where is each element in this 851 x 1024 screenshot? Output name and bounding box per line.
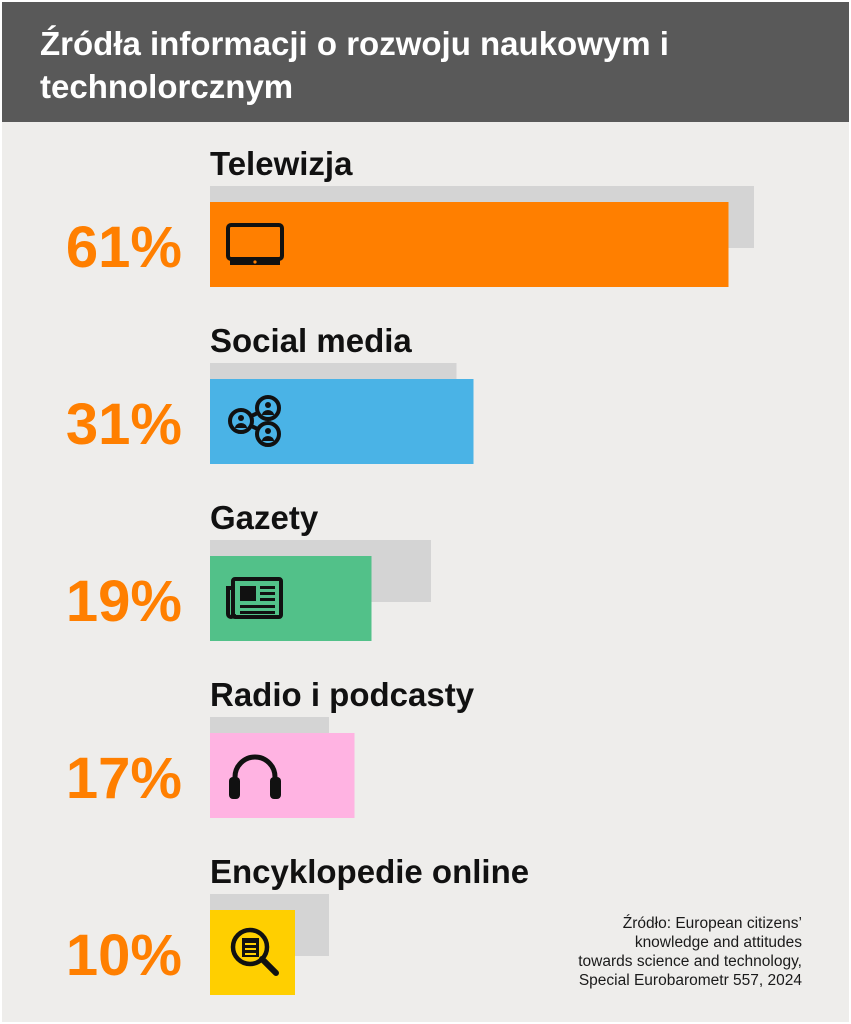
bar bbox=[210, 733, 355, 818]
bar-chart: Telewizja 61% Social media 31% Gazety 19% Radi… bbox=[66, 145, 754, 995]
source-line: knowledge and attitudes bbox=[634, 934, 802, 951]
source-line: towards science and technology, bbox=[578, 953, 802, 970]
bar-row: Social media 31% bbox=[66, 322, 474, 464]
bar-row: Telewizja 61% bbox=[66, 145, 754, 287]
value-label: 19% bbox=[66, 569, 182, 634]
search-document-icon bbox=[230, 927, 279, 976]
source-line: Special Eurobarometr 557, 2024 bbox=[578, 972, 802, 989]
bar-row: Radio i podcasty 17% bbox=[66, 676, 475, 818]
value-label: 17% bbox=[66, 746, 182, 811]
share-network-icon bbox=[228, 395, 281, 447]
bar-row: Encyklopedie online 10% bbox=[66, 853, 529, 995]
newspaper-icon bbox=[226, 577, 283, 619]
source-note: Źródło: European citizens’ knowledge and… bbox=[482, 914, 802, 990]
category-label: Encyklopedie online bbox=[210, 853, 529, 890]
bar-row: Gazety 19% bbox=[66, 499, 431, 641]
category-label: Radio i podcasty bbox=[210, 676, 475, 713]
value-label: 31% bbox=[66, 392, 182, 457]
category-label: Social media bbox=[210, 322, 412, 359]
tv-icon bbox=[226, 223, 284, 265]
category-label: Telewizja bbox=[210, 145, 353, 182]
bar bbox=[210, 556, 372, 641]
value-label: 61% bbox=[66, 215, 182, 280]
category-label: Gazety bbox=[210, 499, 319, 536]
value-label: 10% bbox=[66, 923, 182, 988]
headphones-icon bbox=[229, 754, 281, 799]
bar bbox=[210, 202, 729, 287]
page-title: Źródła informacji o rozwoju naukowym i t… bbox=[40, 25, 669, 105]
header-band: Źródła informacji o rozwoju naukowym i t… bbox=[2, 2, 849, 122]
source-line: Źródło: European citizens’ bbox=[622, 915, 802, 932]
